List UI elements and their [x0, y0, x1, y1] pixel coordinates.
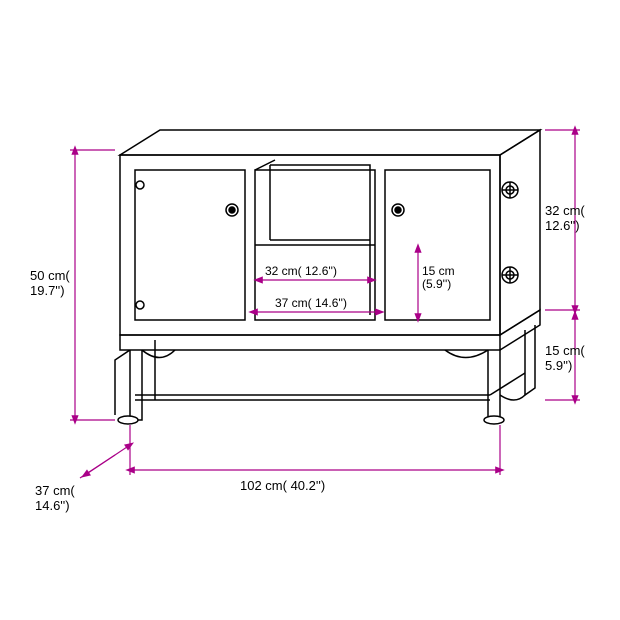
label-inner-shelf-h: 15 cm(5.9''): [422, 264, 455, 291]
label-upper-height: 32 cm(12.6''): [545, 203, 585, 233]
label-height: 50 cm(19.7''): [30, 268, 70, 298]
label-width: 102 cm( 40.2''): [240, 478, 325, 493]
legs: [115, 325, 535, 424]
label-depth: 37 cm(14.6''): [35, 483, 75, 513]
hinge-hardware: [502, 182, 518, 283]
furniture-diagram: 50 cm(19.7'') 37 cm(14.6'') 102 cm( 40.2…: [0, 0, 620, 620]
dimension-labels: 50 cm(19.7'') 37 cm(14.6'') 102 cm( 40.2…: [30, 203, 585, 513]
label-base-height: 15 cm(5.9''): [545, 343, 585, 373]
label-shelf-outer: 37 cm( 14.6''): [275, 296, 347, 310]
label-shelf-inner: 32 cm( 12.6''): [265, 264, 337, 278]
